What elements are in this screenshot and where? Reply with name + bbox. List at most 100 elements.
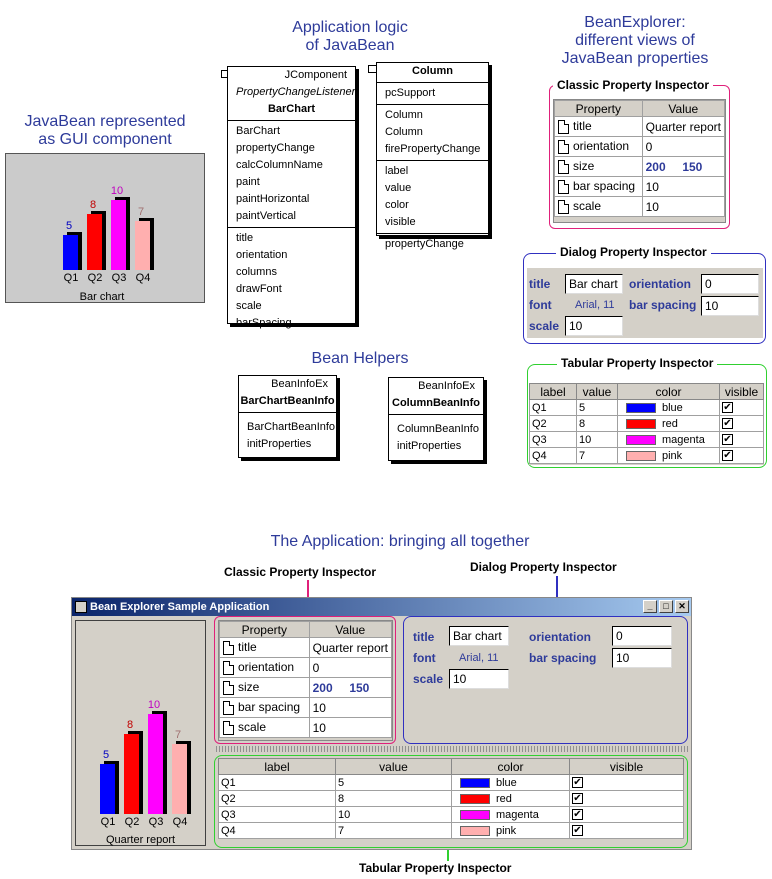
- app-splitter[interactable]: [214, 746, 688, 752]
- column-color-cell[interactable]: magenta: [451, 806, 570, 823]
- property-row[interactable]: size 200 150: [554, 156, 726, 177]
- column-row[interactable]: Q3 10 magenta ✔: [218, 806, 684, 823]
- visible-checkbox[interactable]: ✔: [572, 777, 583, 789]
- column-label-cell[interactable]: Q2: [218, 790, 336, 807]
- minimize-button[interactable]: _: [643, 600, 657, 613]
- property-value-cell[interactable]: Quarter report: [308, 637, 393, 658]
- value-column-header[interactable]: value: [576, 383, 618, 400]
- close-button[interactable]: ✕: [675, 600, 689, 613]
- column-value-cell[interactable]: 10: [576, 431, 618, 448]
- property-value-cell[interactable]: 200 150: [308, 677, 393, 698]
- property-row[interactable]: orientation 0: [554, 136, 726, 157]
- column-color-cell[interactable]: red: [451, 790, 570, 807]
- visible-column-header[interactable]: visible: [569, 758, 684, 775]
- value-column-header[interactable]: Value: [308, 621, 393, 638]
- label-column-header[interactable]: label: [529, 383, 577, 400]
- column-label-cell[interactable]: Q3: [529, 431, 577, 448]
- property-value-cell[interactable]: Quarter report: [641, 116, 726, 137]
- column-row[interactable]: Q2 8 red ✔: [529, 415, 764, 432]
- property-value-cell[interactable]: 10: [308, 717, 393, 738]
- property-row[interactable]: size 200 150: [219, 677, 393, 698]
- label-column-header[interactable]: label: [218, 758, 336, 775]
- column-row[interactable]: Q4 7 pink ✔: [529, 447, 764, 464]
- column-row[interactable]: Q2 8 red ✔: [218, 790, 684, 807]
- column-label-cell[interactable]: Q1: [529, 399, 577, 416]
- color-column-header[interactable]: color: [451, 758, 570, 775]
- dialog-scale-input[interactable]: 10: [565, 316, 623, 336]
- bar-category-label: Q1: [100, 816, 116, 828]
- dialog-barspacing-input[interactable]: 10: [701, 296, 759, 316]
- column-value-cell[interactable]: 10: [335, 806, 452, 823]
- column-row[interactable]: Q4 7 pink ✔: [218, 822, 684, 839]
- property-value-cell[interactable]: 10: [641, 176, 726, 197]
- column-value-cell[interactable]: 5: [576, 399, 618, 416]
- color-name: blue: [496, 776, 517, 789]
- app-dialog-font-value[interactable]: Arial, 11: [459, 652, 499, 664]
- property-row[interactable]: scale 10: [554, 196, 726, 217]
- visible-checkbox[interactable]: ✔: [722, 402, 733, 414]
- visible-checkbox[interactable]: ✔: [572, 825, 583, 837]
- column-value-cell[interactable]: 8: [335, 790, 452, 807]
- app-dialog-scale-input[interactable]: 10: [449, 669, 509, 689]
- property-value-cell[interactable]: 0: [641, 136, 726, 157]
- column-row[interactable]: Q3 10 magenta ✔: [529, 431, 764, 448]
- app-dialog-title-input[interactable]: Bar chart: [449, 626, 509, 646]
- uml-property: visible: [385, 216, 416, 228]
- column-value-cell[interactable]: 7: [335, 822, 452, 839]
- property-row[interactable]: bar spacing 10: [554, 176, 726, 197]
- column-value-cell[interactable]: 5: [335, 774, 452, 791]
- column-row[interactable]: Q1 5 blue ✔: [529, 399, 764, 416]
- property-row[interactable]: bar spacing 10: [219, 697, 393, 718]
- color-name: pink: [496, 824, 517, 837]
- app-dialog-orientation-input[interactable]: 0: [612, 626, 672, 646]
- dialog-title-input[interactable]: Bar chart: [565, 274, 623, 294]
- property-row[interactable]: scale 10: [219, 717, 393, 738]
- column-row[interactable]: Q1 5 blue ✔: [218, 774, 684, 791]
- uml-property: scale: [236, 300, 262, 312]
- property-value-cell[interactable]: 200 150: [641, 156, 726, 177]
- property-icon: [558, 179, 569, 194]
- column-color-cell[interactable]: magenta: [617, 431, 720, 448]
- value-column-header[interactable]: value: [335, 758, 452, 775]
- column-value-cell[interactable]: 7: [576, 447, 618, 464]
- classic-property-table: Property Value title Quarter report orient…: [554, 100, 726, 217]
- visible-checkbox[interactable]: ✔: [722, 450, 733, 462]
- column-color-cell[interactable]: blue: [617, 399, 720, 416]
- column-color-cell[interactable]: pink: [451, 822, 570, 839]
- column-color-cell[interactable]: blue: [451, 774, 570, 791]
- color-column-header[interactable]: color: [617, 383, 720, 400]
- property-value-cell[interactable]: 10: [641, 196, 726, 217]
- visible-checkbox[interactable]: ✔: [722, 418, 733, 430]
- uml-method: firePropertyChange: [385, 143, 481, 155]
- column-label-cell[interactable]: Q2: [529, 415, 577, 432]
- dialog-orientation-input[interactable]: 0: [701, 274, 759, 294]
- color-name: pink: [662, 449, 683, 462]
- property-row[interactable]: title Quarter report: [219, 637, 393, 658]
- column-color-cell[interactable]: red: [617, 415, 720, 432]
- app-tabular-label: Tabular Property Inspector: [355, 861, 516, 875]
- app-titlebar[interactable]: Bean Explorer Sample Application _ □ ✕: [72, 598, 691, 616]
- visible-checkbox[interactable]: ✔: [572, 793, 583, 805]
- column-label-cell[interactable]: Q3: [218, 806, 336, 823]
- visible-checkbox[interactable]: ✔: [572, 809, 583, 821]
- column-color-cell[interactable]: pink: [617, 447, 720, 464]
- maximize-button[interactable]: □: [659, 600, 673, 613]
- column-label-cell[interactable]: Q1: [218, 774, 336, 791]
- value-column-header[interactable]: Value: [641, 100, 726, 117]
- property-value-cell[interactable]: 0: [308, 657, 393, 678]
- property-row[interactable]: title Quarter report: [554, 116, 726, 137]
- column-value-cell[interactable]: 8: [576, 415, 618, 432]
- property-column-header[interactable]: Property: [554, 100, 643, 117]
- property-icon: [558, 159, 569, 174]
- column-label-cell[interactable]: Q4: [218, 822, 336, 839]
- visible-checkbox[interactable]: ✔: [722, 434, 733, 446]
- property-row[interactable]: orientation 0: [219, 657, 393, 678]
- dialog-font-value[interactable]: Arial, 11: [575, 299, 615, 311]
- color-swatch: [626, 434, 656, 445]
- visible-column-header[interactable]: visible: [719, 383, 764, 400]
- column-label-cell[interactable]: Q4: [529, 447, 577, 464]
- property-value-cell[interactable]: 10: [308, 697, 393, 718]
- property-column-header[interactable]: Property: [219, 621, 310, 638]
- app-dialog-barspacing-input[interactable]: 10: [612, 648, 672, 668]
- logic-title: Application logic of JavaBean: [292, 19, 408, 54]
